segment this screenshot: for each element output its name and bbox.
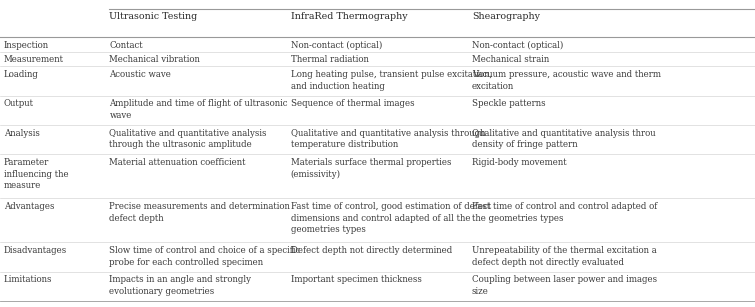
- Text: Thermal radiation: Thermal radiation: [291, 55, 368, 64]
- Text: Qualitative and quantitative analysis
through the ultrasonic amplitude: Qualitative and quantitative analysis th…: [109, 129, 267, 149]
- Text: Important specimen thickness: Important specimen thickness: [291, 275, 421, 284]
- Text: Sequence of thermal images: Sequence of thermal images: [291, 99, 414, 108]
- Text: Advantages: Advantages: [4, 202, 54, 211]
- Text: Rigid-body movement: Rigid-body movement: [472, 158, 566, 167]
- Text: Qualitative and quantitative analysis throu
density of fringe pattern: Qualitative and quantitative analysis th…: [472, 129, 655, 149]
- Text: Loading: Loading: [4, 70, 39, 79]
- Text: Defect depth not directly determined: Defect depth not directly determined: [291, 246, 452, 255]
- Text: Unrepeatability of the thermal excitation a
defect depth not directly evaluated: Unrepeatability of the thermal excitatio…: [472, 246, 657, 267]
- Text: Vacuum pressure, acoustic wave and therm
excitation: Vacuum pressure, acoustic wave and therm…: [472, 70, 661, 91]
- Text: Long heating pulse, transient pulse excitation,
and induction heating: Long heating pulse, transient pulse exci…: [291, 70, 492, 91]
- Text: Analysis: Analysis: [4, 129, 40, 138]
- Text: Fast time of control and control adapted of
the geometries types: Fast time of control and control adapted…: [472, 202, 658, 223]
- Text: Measurement: Measurement: [4, 55, 63, 64]
- Text: Mechanical strain: Mechanical strain: [472, 55, 549, 64]
- Text: Qualitative and quantitative analysis through
temperature distribution: Qualitative and quantitative analysis th…: [291, 129, 485, 149]
- Text: Contact: Contact: [109, 41, 143, 49]
- Text: Inspection: Inspection: [4, 41, 49, 49]
- Text: Fast time of control, good estimation of defect
dimensions and control adapted o: Fast time of control, good estimation of…: [291, 202, 491, 235]
- Text: Slow time of control and choice of a specific
probe for each controlled specimen: Slow time of control and choice of a spe…: [109, 246, 300, 267]
- Text: Material attenuation coefficient: Material attenuation coefficient: [109, 158, 246, 167]
- Text: Impacts in an angle and strongly
evolutionary geometries: Impacts in an angle and strongly evoluti…: [109, 275, 251, 296]
- Text: Output: Output: [4, 99, 34, 108]
- Text: Non-contact (optical): Non-contact (optical): [291, 41, 382, 50]
- Text: Parameter
influencing the
measure: Parameter influencing the measure: [4, 158, 69, 190]
- Text: Ultrasonic Testing: Ultrasonic Testing: [109, 12, 198, 21]
- Text: InfraRed Thermography: InfraRed Thermography: [291, 12, 407, 21]
- Text: Shearography: Shearography: [472, 12, 540, 21]
- Text: Non-contact (optical): Non-contact (optical): [472, 41, 563, 50]
- Text: Speckle patterns: Speckle patterns: [472, 99, 546, 108]
- Text: Disadvantages: Disadvantages: [4, 246, 67, 255]
- Text: Coupling between laser power and images
size: Coupling between laser power and images …: [472, 275, 657, 296]
- Text: Precise measurements and determination
defect depth: Precise measurements and determination d…: [109, 202, 291, 223]
- Text: Materials surface thermal properties
(emissivity): Materials surface thermal properties (em…: [291, 158, 451, 179]
- Text: Amplitude and time of flight of ultrasonic
wave: Amplitude and time of flight of ultrason…: [109, 99, 288, 120]
- Text: Limitations: Limitations: [4, 275, 52, 284]
- Text: Mechanical vibration: Mechanical vibration: [109, 55, 200, 64]
- Text: Acoustic wave: Acoustic wave: [109, 70, 171, 79]
